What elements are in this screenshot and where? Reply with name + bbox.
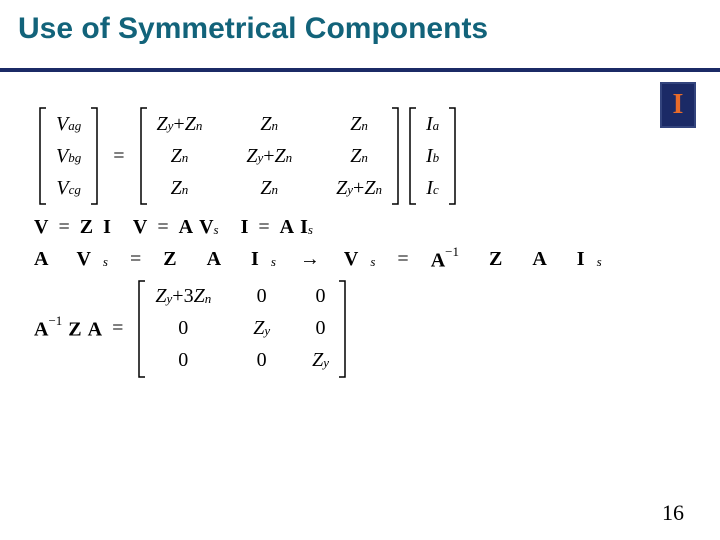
- arrow-icon: →: [300, 248, 320, 271]
- slide-title: Use of Symmetrical Components: [18, 12, 488, 46]
- result-lhs: A−1ZA: [34, 316, 102, 342]
- matrix-Z: Zy + Zn Zn Zn Zn Zy + Zn Zn Zn Zn Zy + Z…: [139, 106, 400, 206]
- matrix-result: Zy + 3Zn 0 0 0 Zy 0 0 0 Zy: [137, 279, 347, 379]
- derivation-row: AVs = ZAIs → Vs = A−1ZAIs: [34, 247, 680, 273]
- equals-sign: =: [113, 145, 124, 168]
- def-V-AVs: V = AVs: [133, 216, 219, 239]
- definitions-row: V = ZI V = AVs I = AIs: [34, 216, 680, 239]
- vector-I: Ia Ib Ic: [408, 106, 457, 206]
- title-rule: [0, 68, 720, 72]
- def-V-ZI: V = ZI: [34, 216, 111, 239]
- result-row: A−1ZA = Zy + 3Zn 0 0 0 Zy 0 0 0 Zy: [34, 279, 680, 379]
- math-body: Vag Vbg Vcg = Zy + Zn Zn Zn Zn Zy + Zn Z…: [34, 100, 680, 385]
- def-I-AIs: I = AIs: [241, 216, 313, 239]
- page-number: 16: [662, 500, 684, 526]
- vector-V: Vag Vbg Vcg: [38, 106, 99, 206]
- matrix-equation-1: Vag Vbg Vcg = Zy + Zn Zn Zn Zn Zy + Zn Z…: [34, 106, 680, 206]
